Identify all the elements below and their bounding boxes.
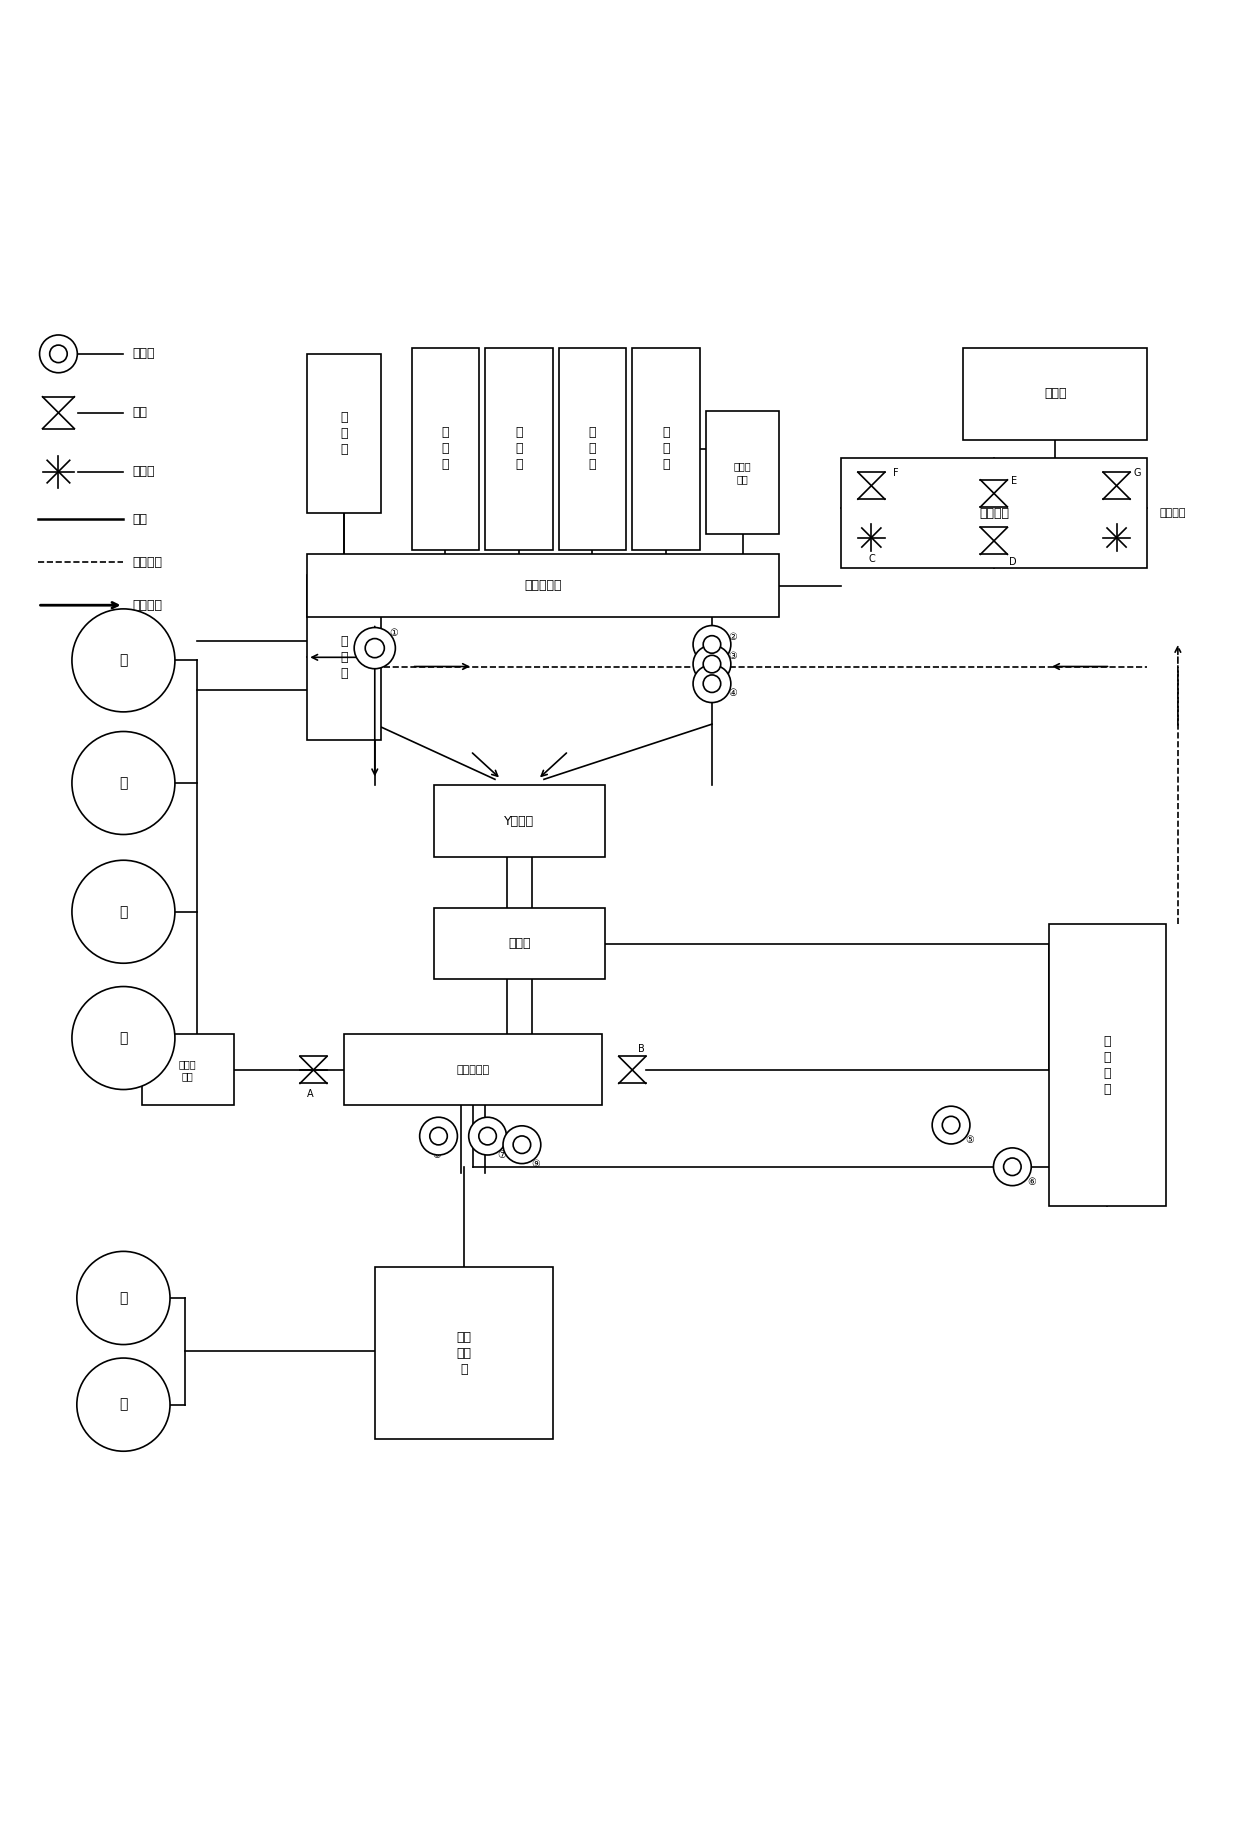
Circle shape — [693, 645, 730, 684]
Text: ②: ② — [728, 632, 737, 641]
Circle shape — [72, 608, 175, 711]
Text: 流动方向: 流动方向 — [131, 599, 162, 612]
Text: 液: 液 — [119, 1292, 128, 1305]
Text: ⑤: ⑤ — [966, 1135, 975, 1146]
Bar — [412, 347, 479, 551]
Text: 废液池: 废液池 — [1044, 388, 1066, 401]
Text: 闸阀: 闸阀 — [131, 407, 148, 419]
Circle shape — [77, 1251, 170, 1345]
Text: ⑨: ⑨ — [532, 1159, 541, 1168]
Circle shape — [77, 1358, 170, 1451]
Circle shape — [72, 732, 175, 835]
Circle shape — [993, 1148, 1032, 1186]
Text: 旋塞阀: 旋塞阀 — [131, 347, 155, 360]
Text: 压裂管汇组: 压裂管汇组 — [525, 578, 562, 591]
Bar — [841, 458, 1147, 569]
Text: 压
裂
车: 压 裂 车 — [662, 427, 670, 471]
Text: 双闸阀: 双闸阀 — [508, 937, 531, 950]
Bar — [434, 785, 605, 857]
Bar — [374, 1268, 553, 1440]
Text: 灌: 灌 — [119, 776, 128, 789]
Text: 砂
灌
车: 砂 灌 车 — [340, 410, 348, 456]
Bar — [308, 353, 381, 514]
Text: ⑥: ⑥ — [1027, 1177, 1035, 1186]
Text: ④: ④ — [728, 687, 737, 699]
Text: 液: 液 — [119, 654, 128, 667]
Text: 管线: 管线 — [131, 514, 148, 527]
Bar — [963, 347, 1147, 440]
Bar — [308, 575, 381, 739]
Circle shape — [703, 675, 720, 693]
Text: 节流管汇: 节流管汇 — [1159, 508, 1185, 517]
Text: 节流阀: 节流阀 — [131, 466, 155, 479]
Text: F: F — [894, 468, 899, 479]
Circle shape — [513, 1137, 531, 1153]
Text: 节流管汇: 节流管汇 — [978, 506, 1009, 519]
Text: 压
裂
车: 压 裂 车 — [441, 427, 449, 471]
Text: 压
裂
车: 压 裂 车 — [515, 427, 522, 471]
Bar — [434, 907, 605, 979]
Circle shape — [1003, 1159, 1021, 1175]
Bar — [308, 554, 780, 617]
Text: B: B — [639, 1044, 645, 1053]
Bar — [345, 1035, 601, 1105]
Text: G: G — [1133, 468, 1141, 479]
Text: 压
裂
车: 压 裂 车 — [589, 427, 596, 471]
Circle shape — [40, 334, 77, 373]
Text: 电力传
感仪: 电力传 感仪 — [734, 462, 751, 484]
Bar — [1049, 924, 1166, 1207]
Bar — [632, 347, 699, 551]
Bar — [706, 412, 780, 534]
Circle shape — [469, 1118, 506, 1155]
Circle shape — [72, 987, 175, 1090]
Circle shape — [693, 626, 730, 663]
Circle shape — [693, 665, 730, 702]
Circle shape — [703, 656, 720, 673]
Text: 液: 液 — [119, 906, 128, 918]
Bar — [485, 347, 553, 551]
Circle shape — [503, 1125, 541, 1164]
Circle shape — [366, 639, 384, 658]
Text: Y型四通: Y型四通 — [505, 815, 534, 828]
Text: 电力传
感仪: 电力传 感仪 — [179, 1059, 197, 1081]
Text: 连
续
管
车: 连 续 管 车 — [1104, 1035, 1111, 1096]
Text: C: C — [869, 554, 875, 564]
Circle shape — [479, 1127, 496, 1146]
Text: A: A — [308, 1088, 314, 1100]
Circle shape — [50, 346, 67, 362]
Text: 灌: 灌 — [119, 1397, 128, 1412]
Text: 灌: 灌 — [119, 1031, 128, 1044]
Circle shape — [430, 1127, 448, 1146]
Text: ③: ③ — [728, 650, 737, 662]
Circle shape — [932, 1107, 970, 1144]
Circle shape — [942, 1116, 960, 1135]
Circle shape — [355, 628, 396, 669]
Text: ①: ① — [389, 628, 398, 638]
Circle shape — [419, 1118, 458, 1155]
Bar — [141, 1035, 234, 1105]
Text: D: D — [1008, 558, 1017, 567]
Text: 连续油管: 连续油管 — [131, 556, 162, 569]
Text: ⑦: ⑦ — [497, 1149, 506, 1161]
Text: ⑧: ⑧ — [433, 1149, 441, 1161]
Text: 小型
压裂
车: 小型 压裂 车 — [456, 1331, 471, 1375]
Bar — [559, 347, 626, 551]
Circle shape — [72, 859, 175, 963]
Text: 井口大四通: 井口大四通 — [456, 1064, 490, 1076]
Circle shape — [703, 636, 720, 652]
Text: E: E — [1011, 475, 1017, 486]
Text: 混
砂
车: 混 砂 车 — [340, 636, 348, 680]
